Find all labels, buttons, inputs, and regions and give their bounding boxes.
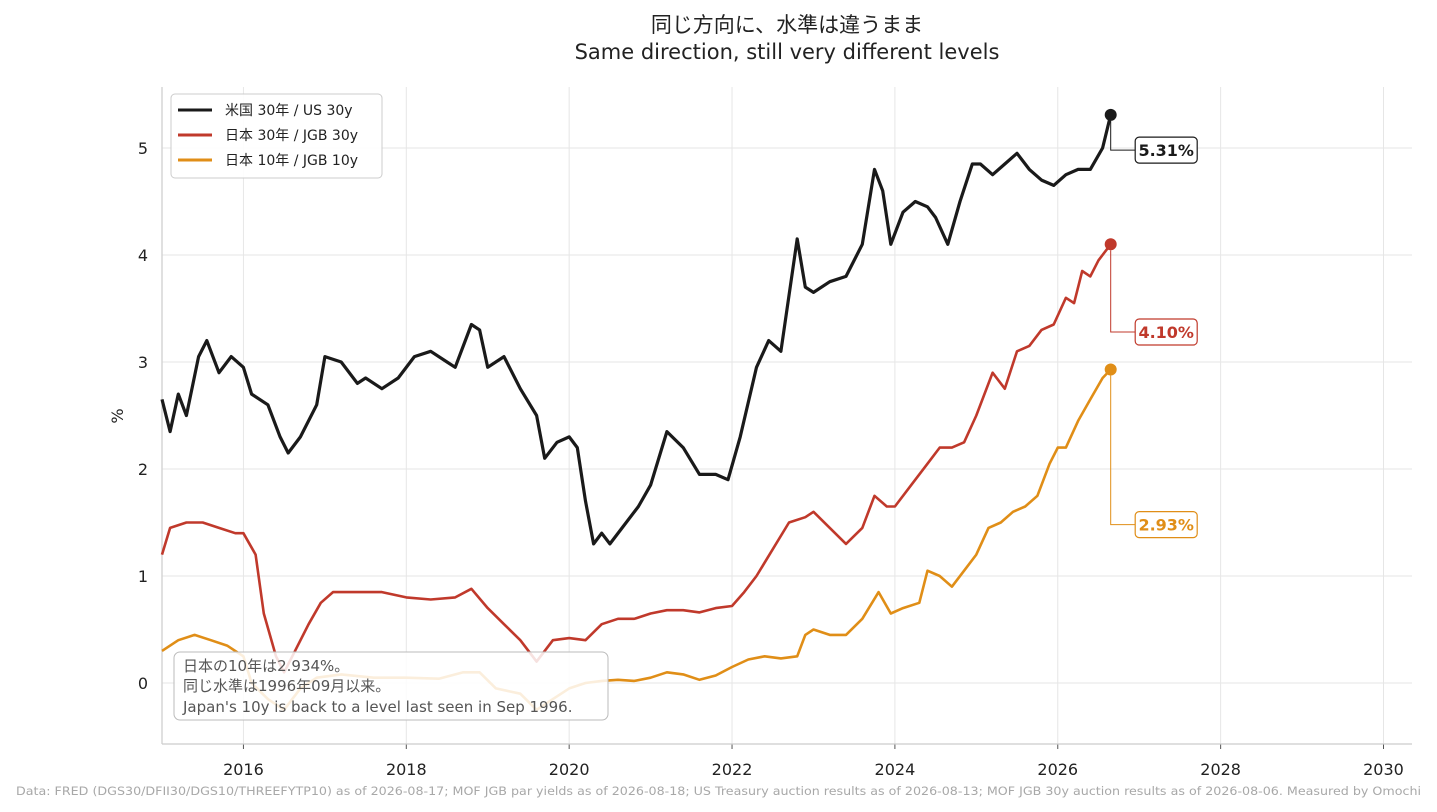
axes: 0 1 2 3 4 5 2016 2018 2020 2022 2024 2026 2028 2030 bbox=[138, 87, 1412, 779]
y-tick-label: 4 bbox=[138, 246, 148, 265]
y-tick-label: 1 bbox=[138, 567, 148, 586]
series-line-1 bbox=[160, 243, 1112, 674]
x-tick-label: 2020 bbox=[549, 760, 590, 779]
y-tick-label: 3 bbox=[138, 353, 148, 372]
legend-label-us30: 米国 30年 / US 30y bbox=[225, 103, 353, 119]
series-end-point-2 bbox=[1104, 363, 1117, 376]
x-tick-label: 2026 bbox=[1037, 760, 1078, 779]
end-label-leader-0 bbox=[1110, 120, 1136, 151]
series-end-point-0 bbox=[1104, 108, 1117, 121]
chart-title-en: Same direction, still very different lev… bbox=[575, 40, 1000, 64]
end-label-1: 4.10% bbox=[1138, 323, 1194, 342]
grid bbox=[162, 87, 1412, 744]
annotation-line-3: Japan's 10y is back to a level last seen… bbox=[182, 698, 572, 716]
end-label-leader-1 bbox=[1110, 250, 1136, 333]
x-tick-label: 2028 bbox=[1200, 760, 1241, 779]
x-tick-label: 2016 bbox=[223, 760, 264, 779]
y-tick-label: 0 bbox=[138, 674, 148, 693]
x-tick-label: 2024 bbox=[875, 760, 916, 779]
chart-title-ja: 同じ方向に、水準は違うまま bbox=[651, 13, 923, 37]
y-tick-label: 2 bbox=[138, 460, 148, 479]
legend: 米国 30年 / US 30y 日本 30年 / JGB 30y 日本 10年 … bbox=[170, 93, 383, 179]
x-tick-label: 2022 bbox=[712, 760, 753, 779]
series-line-0 bbox=[160, 114, 1113, 546]
series-layer bbox=[160, 108, 1117, 712]
end-label-0: 5.31% bbox=[1138, 141, 1194, 160]
y-axis-label: % bbox=[108, 408, 127, 423]
end-labels: 5.31% 4.10% 2.93% bbox=[1110, 120, 1198, 539]
legend-label-jgb30: 日本 30年 / JGB 30y bbox=[225, 128, 358, 144]
end-label-box-0 bbox=[1134, 136, 1198, 164]
y-tick-label: 5 bbox=[138, 139, 148, 158]
end-label-leader-2 bbox=[1110, 375, 1136, 526]
annotation-line-1: 日本の10年は2.934%。 bbox=[183, 657, 349, 675]
end-label-box-1 bbox=[1134, 318, 1198, 346]
end-label-2: 2.93% bbox=[1138, 516, 1194, 535]
annotation-line-2: 同じ水準は1996年09月以来。 bbox=[183, 677, 390, 695]
annotation-box: 日本の10年は2.934%。 同じ水準は1996年09月以来。 Japan's … bbox=[173, 651, 609, 721]
source-note: Data: FRED (DGS30/DFII30/DGS10/THREEFYTP… bbox=[16, 784, 1421, 798]
x-tick-label: 2030 bbox=[1363, 760, 1404, 779]
end-label-box-2 bbox=[1134, 511, 1198, 539]
series-end-point-1 bbox=[1104, 238, 1117, 251]
legend-label-jgb10: 日本 10年 / JGB 10y bbox=[225, 153, 358, 169]
x-tick-label: 2018 bbox=[386, 760, 427, 779]
